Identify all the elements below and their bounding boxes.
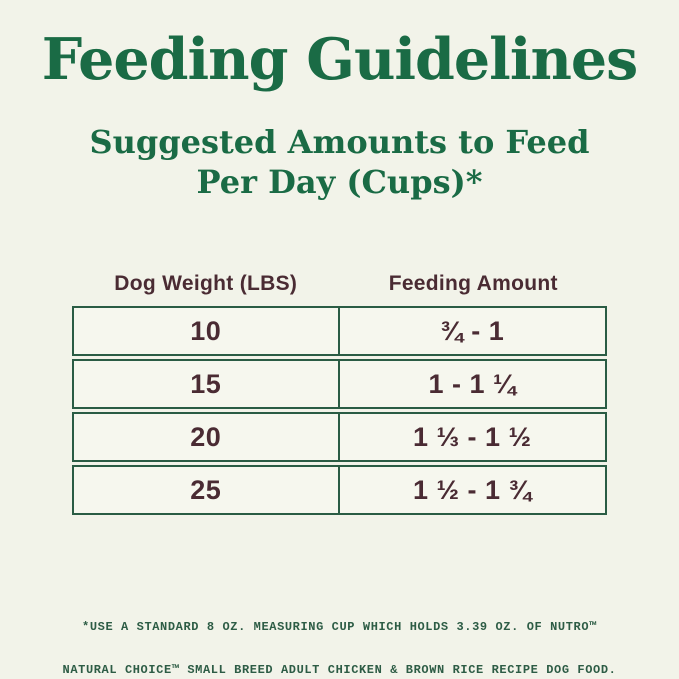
table-column-headers: Dog Weight (LBS) Feeding Amount	[72, 272, 607, 296]
feeding-table: 10 ¾ - 1 15 1 - 1 ¼ 20 1 ⅓ - 1 ½ 25 1 ½ …	[72, 306, 607, 515]
table-row: 15 1 - 1 ¼	[72, 359, 607, 409]
measuring-cup-footnote: *USE A STANDARD 8 OZ. MEASURING CUP WHIC…	[0, 595, 679, 679]
dog-weight-value: 15	[74, 361, 340, 407]
table-row: 10 ¾ - 1	[72, 306, 607, 356]
subtitle-line-1: Suggested Amounts to Feed	[89, 123, 590, 161]
page-title: Feeding Guidelines	[41, 26, 639, 93]
feeding-amount-value: ¾ - 1	[440, 315, 505, 346]
column-header-dog-weight: Dog Weight (LBS)	[114, 272, 298, 295]
footnote-line-1: *USE A STANDARD 8 OZ. MEASURING CUP WHIC…	[82, 619, 597, 634]
column-header-feeding-amount: Feeding Amount	[388, 272, 558, 295]
subtitle-line-2: Per Day (Cups)*	[196, 163, 483, 201]
feeding-table-section: Dog Weight (LBS) Feeding Amount 10 ¾ - 1…	[72, 272, 607, 515]
dog-weight-value: 10	[74, 308, 340, 354]
dog-weight-value: 20	[74, 414, 340, 460]
page-subtitle: Suggested Amounts to Feed Per Day (Cups)…	[0, 122, 679, 202]
footnote-line-2: NATURAL CHOICE™ SMALL BREED ADULT CHICKE…	[62, 662, 617, 677]
table-row: 20 1 ⅓ - 1 ½	[72, 412, 607, 462]
table-row: 25 1 ½ - 1 ¾	[72, 465, 607, 515]
feeding-amount-value: 1 - 1 ¼	[428, 368, 517, 399]
dog-weight-value: 25	[74, 467, 340, 513]
feeding-amount-value: 1 ½ - 1 ¾	[412, 474, 532, 505]
feeding-amount-value: 1 ⅓ - 1 ½	[412, 421, 532, 452]
